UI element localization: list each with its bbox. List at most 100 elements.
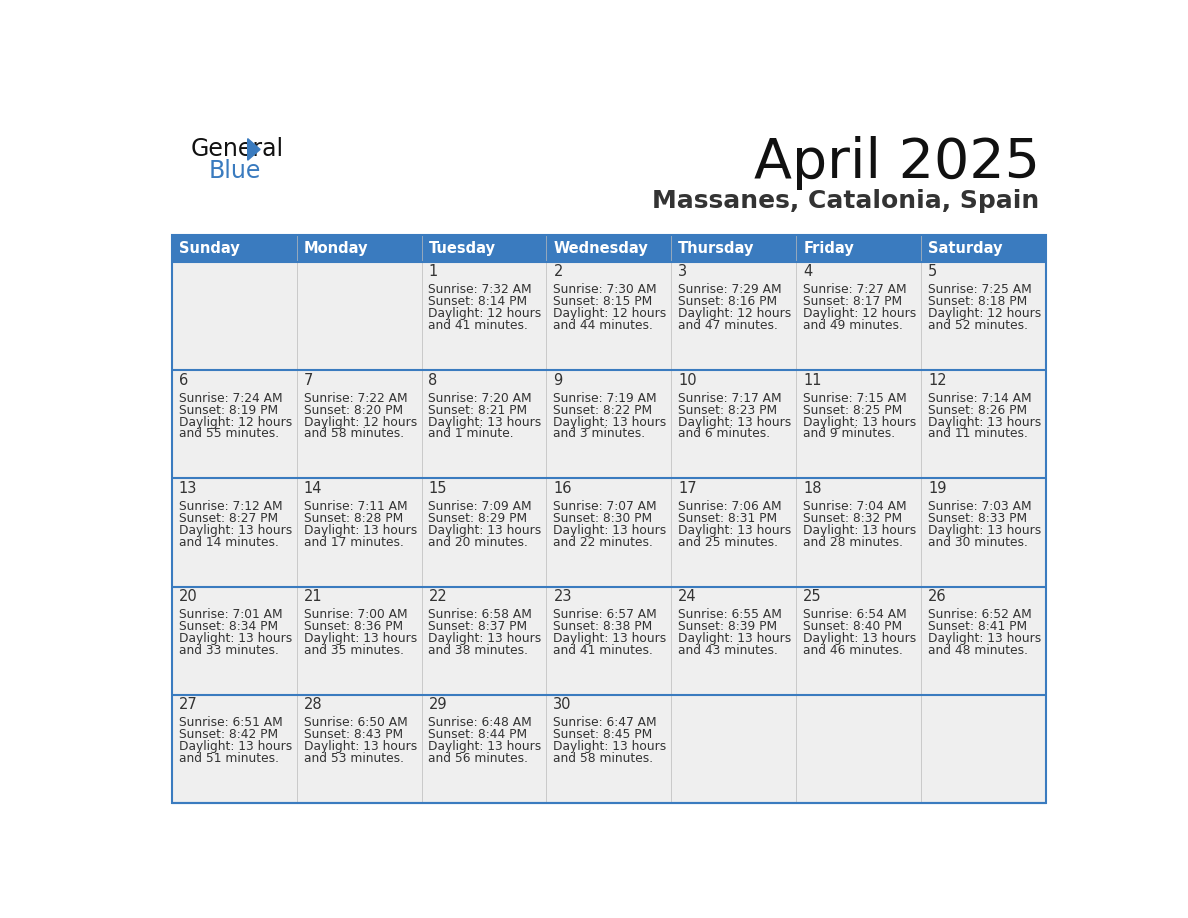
Bar [796,695,921,803]
Text: Sunset: 8:18 PM: Sunset: 8:18 PM [928,296,1028,308]
Text: 23: 23 [554,589,571,604]
Text: Daylight: 13 hours: Daylight: 13 hours [554,740,666,754]
Text: 21: 21 [304,589,322,604]
Text: Daylight: 13 hours: Daylight: 13 hours [678,416,791,429]
Text: 4: 4 [803,264,813,279]
Text: Sunrise: 7:01 AM: Sunrise: 7:01 AM [178,609,283,621]
Bar [172,695,297,803]
Text: 8: 8 [429,373,437,387]
Text: 29: 29 [429,698,447,712]
Text: and 58 minutes.: and 58 minutes. [554,752,653,766]
Text: and 49 minutes.: and 49 minutes. [803,319,903,332]
Bar [546,262,671,370]
Text: 1: 1 [429,264,437,279]
Text: 2: 2 [554,264,563,279]
Text: and 9 minutes.: and 9 minutes. [803,428,896,441]
Bar [172,262,297,370]
Text: and 58 minutes.: and 58 minutes. [304,428,404,441]
Text: Daylight: 13 hours: Daylight: 13 hours [678,524,791,537]
Text: General: General [191,138,284,162]
Text: 18: 18 [803,481,822,496]
Text: Sunrise: 7:12 AM: Sunrise: 7:12 AM [178,500,283,513]
Bar [671,478,796,587]
Text: Sunrise: 7:06 AM: Sunrise: 7:06 AM [678,500,782,513]
Text: Daylight: 13 hours: Daylight: 13 hours [178,740,292,754]
Text: Sunset: 8:39 PM: Sunset: 8:39 PM [678,621,777,633]
Text: Saturday: Saturday [928,241,1003,256]
Text: Sunrise: 7:24 AM: Sunrise: 7:24 AM [178,392,283,405]
Text: Sunrise: 6:54 AM: Sunrise: 6:54 AM [803,609,906,621]
Text: and 43 minutes.: and 43 minutes. [678,644,778,657]
Text: Daylight: 13 hours: Daylight: 13 hours [928,633,1042,645]
Text: Sunrise: 7:09 AM: Sunrise: 7:09 AM [429,500,532,513]
Text: Friday: Friday [803,241,854,256]
Bar [671,235,796,262]
Text: Sunset: 8:25 PM: Sunset: 8:25 PM [803,404,903,417]
Bar [546,587,671,695]
Bar [796,478,921,587]
Text: and 51 minutes.: and 51 minutes. [178,752,279,766]
Text: Thursday: Thursday [678,241,754,256]
Text: Wednesday: Wednesday [554,241,649,256]
Bar [921,695,1045,803]
Text: and 25 minutes.: and 25 minutes. [678,536,778,549]
Bar [297,370,422,478]
Bar [297,587,422,695]
Text: Sunrise: 7:22 AM: Sunrise: 7:22 AM [304,392,407,405]
Bar [921,262,1045,370]
Text: Blue: Blue [208,159,260,183]
Text: Sunset: 8:42 PM: Sunset: 8:42 PM [178,728,278,742]
Text: and 17 minutes.: and 17 minutes. [304,536,404,549]
Text: Sunrise: 7:11 AM: Sunrise: 7:11 AM [304,500,407,513]
Text: Sunset: 8:19 PM: Sunset: 8:19 PM [178,404,278,417]
Text: Sunrise: 7:03 AM: Sunrise: 7:03 AM [928,500,1031,513]
Text: Sunrise: 6:51 AM: Sunrise: 6:51 AM [178,716,283,730]
Text: Sunset: 8:29 PM: Sunset: 8:29 PM [429,512,527,525]
Text: Daylight: 13 hours: Daylight: 13 hours [678,633,791,645]
Polygon shape [248,139,260,161]
Bar [796,235,921,262]
Text: 12: 12 [928,373,947,387]
Text: April 2025: April 2025 [753,136,1040,189]
Text: Daylight: 13 hours: Daylight: 13 hours [429,524,542,537]
Text: and 48 minutes.: and 48 minutes. [928,644,1028,657]
Text: 5: 5 [928,264,937,279]
Text: Sunrise: 6:48 AM: Sunrise: 6:48 AM [429,716,532,730]
Text: Daylight: 13 hours: Daylight: 13 hours [429,633,542,645]
Text: 28: 28 [304,698,322,712]
Bar [422,235,546,262]
Text: Monday: Monday [304,241,368,256]
Text: Sunset: 8:31 PM: Sunset: 8:31 PM [678,512,777,525]
Text: and 28 minutes.: and 28 minutes. [803,536,903,549]
Bar [921,370,1045,478]
Text: Sunrise: 7:17 AM: Sunrise: 7:17 AM [678,392,782,405]
Text: Daylight: 13 hours: Daylight: 13 hours [928,524,1042,537]
Text: Daylight: 13 hours: Daylight: 13 hours [304,524,417,537]
Bar [796,262,921,370]
Text: Daylight: 12 hours: Daylight: 12 hours [304,416,417,429]
Text: Daylight: 13 hours: Daylight: 13 hours [803,524,916,537]
Text: Sunrise: 7:25 AM: Sunrise: 7:25 AM [928,284,1032,297]
Bar [546,695,671,803]
Text: Sunrise: 7:07 AM: Sunrise: 7:07 AM [554,500,657,513]
Text: Sunrise: 7:29 AM: Sunrise: 7:29 AM [678,284,782,297]
Text: 10: 10 [678,373,697,387]
Text: Sunset: 8:20 PM: Sunset: 8:20 PM [304,404,403,417]
Text: and 33 minutes.: and 33 minutes. [178,644,279,657]
Text: Sunrise: 7:19 AM: Sunrise: 7:19 AM [554,392,657,405]
Bar [546,478,671,587]
Bar [172,235,297,262]
Text: and 38 minutes.: and 38 minutes. [429,644,529,657]
Text: and 55 minutes.: and 55 minutes. [178,428,279,441]
Text: 30: 30 [554,698,571,712]
Text: Sunrise: 6:55 AM: Sunrise: 6:55 AM [678,609,782,621]
Text: and 1 minute.: and 1 minute. [429,428,514,441]
Text: Sunset: 8:38 PM: Sunset: 8:38 PM [554,621,652,633]
Text: Daylight: 13 hours: Daylight: 13 hours [803,633,916,645]
Text: Sunset: 8:45 PM: Sunset: 8:45 PM [554,728,652,742]
Text: Sunset: 8:33 PM: Sunset: 8:33 PM [928,512,1028,525]
Text: Daylight: 13 hours: Daylight: 13 hours [554,524,666,537]
Bar [297,695,422,803]
Text: Sunrise: 6:57 AM: Sunrise: 6:57 AM [554,609,657,621]
Text: Daylight: 13 hours: Daylight: 13 hours [928,416,1042,429]
